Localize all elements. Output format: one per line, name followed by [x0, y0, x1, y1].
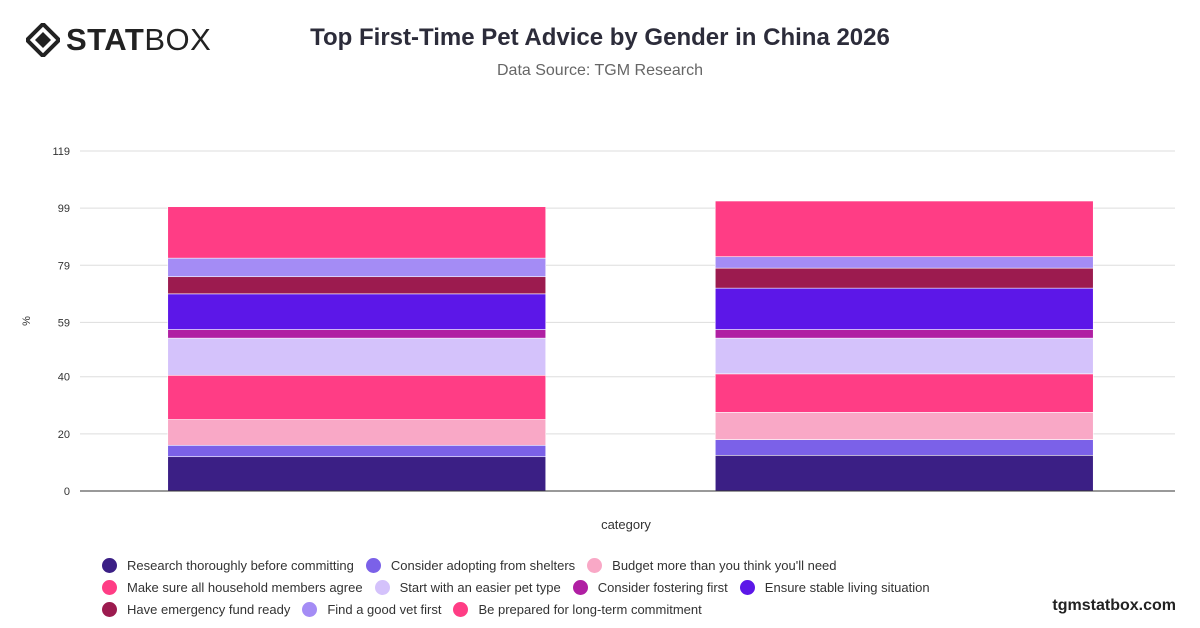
legend-label: Find a good vet first — [327, 601, 442, 617]
x-axis-label: category — [601, 517, 651, 532]
legend-swatch — [572, 579, 588, 595]
legend-swatch — [302, 601, 318, 617]
legend-swatch — [102, 557, 117, 573]
legend-swatch — [739, 579, 755, 595]
bar-segment[interactable] — [167, 444, 547, 458]
legend-label: Be prepared for long-term commitment — [478, 601, 702, 617]
legend-label: Start with an easier pet type — [399, 579, 561, 595]
y-axis-label: % — [21, 316, 33, 326]
y-tick-label: 0 — [64, 486, 70, 498]
stacked-bar-chart: 0 20 40 59 79 99 119 % category — [21, 146, 1175, 532]
statbox-logo-icon — [26, 23, 60, 57]
legend-swatch — [374, 579, 390, 595]
bar-segment[interactable] — [714, 329, 1094, 339]
bar-segment[interactable] — [167, 206, 547, 259]
legend-label: Budget more than you think you'll need — [612, 557, 837, 573]
legend-label: Have emergency fund ready — [127, 601, 291, 617]
bar-segment[interactable] — [167, 257, 547, 278]
bars — [167, 200, 1094, 492]
y-tick-label: 20 — [58, 429, 70, 441]
chart-subtitle: Data Source: TGM Research — [496, 62, 703, 79]
bar-segment[interactable] — [167, 374, 547, 420]
logo-text-bold: STAT — [66, 22, 145, 57]
legend-item[interactable]: Consider adopting from shelters — [365, 557, 576, 573]
bar-segment[interactable] — [167, 456, 547, 492]
legend-label: Consider adopting from shelters — [390, 557, 576, 573]
chart-title: Top First-Time Pet Advice by Gender in C… — [310, 24, 890, 51]
bar-segment[interactable] — [714, 200, 1094, 258]
legend-label: Consider fostering first — [597, 579, 728, 595]
bar-segment[interactable] — [714, 412, 1094, 440]
bar-segment[interactable] — [714, 337, 1094, 375]
legend-item[interactable]: Be prepared for long-term commitment — [453, 601, 702, 617]
logo: STATBOX — [26, 22, 211, 58]
bar-segment[interactable] — [714, 256, 1094, 269]
legend-swatch — [587, 557, 603, 573]
bar-segment[interactable] — [714, 287, 1094, 330]
watermark: tgmstatbox.com — [1052, 597, 1176, 614]
legend-item[interactable]: Research thoroughly before committing — [102, 557, 354, 573]
legend-item[interactable]: Have emergency fund ready — [102, 601, 290, 617]
bar-segment[interactable] — [167, 276, 547, 295]
y-axis-ticks: 0 20 40 59 79 99 119 — [52, 146, 70, 498]
legend-label: Ensure stable living situation — [764, 579, 930, 595]
legend-item[interactable]: Make sure all household members agree — [102, 579, 363, 595]
logo-text-light: BOX — [144, 22, 212, 57]
bar-segment[interactable] — [167, 337, 547, 376]
logo-text: STATBOX — [66, 22, 211, 58]
legend-item[interactable]: Start with an easier pet type — [374, 579, 561, 595]
legend-swatch — [365, 557, 381, 573]
y-tick-label: 119 — [52, 146, 70, 158]
legend: Research thoroughly before committing Con… — [102, 557, 1112, 617]
legend-label: Research thoroughly before committing — [127, 557, 354, 573]
y-tick-label: 79 — [58, 260, 70, 272]
bar-segment[interactable] — [167, 329, 547, 339]
bar-segment[interactable] — [167, 419, 547, 446]
legend-swatch — [453, 601, 469, 617]
y-tick-label: 40 — [58, 372, 70, 384]
y-tick-label: 59 — [58, 317, 70, 329]
bar-segment[interactable] — [714, 267, 1094, 289]
legend-swatch — [102, 601, 117, 617]
legend-item[interactable]: Find a good vet first — [302, 601, 441, 617]
bar-segment[interactable] — [714, 439, 1094, 456]
bar-segment[interactable] — [714, 454, 1094, 492]
bar-segment[interactable] — [714, 373, 1094, 413]
legend-item[interactable]: Budget more than you think you'll need — [587, 557, 837, 573]
bar-segment[interactable] — [167, 293, 547, 330]
legend-item[interactable]: Consider fostering first — [572, 579, 728, 595]
legend-swatch — [102, 579, 117, 595]
y-tick-label: 99 — [58, 203, 70, 215]
legend-item[interactable]: Ensure stable living situation — [739, 579, 930, 595]
legend-label: Make sure all household members agree — [127, 579, 363, 595]
